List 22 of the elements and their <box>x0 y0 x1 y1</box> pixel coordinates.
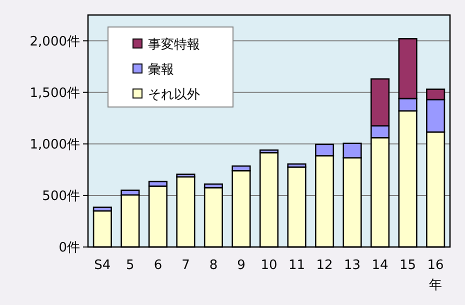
y-tick-label: 2,000件 <box>30 34 80 50</box>
x-tick-label: 16 <box>427 258 444 273</box>
x-tick-label: 7 <box>182 258 190 273</box>
x-tick-label: 11 <box>288 258 306 273</box>
y-tick-label: 0件 <box>58 240 80 256</box>
x-tick-label: 13 <box>344 258 361 273</box>
y-tick-label: 1,000件 <box>30 137 80 152</box>
legend-label: それ以外 <box>148 88 200 103</box>
x-tick-label: 14 <box>372 258 388 273</box>
x-tick-label: 5 <box>126 258 134 273</box>
x-tick-label: 8 <box>209 258 218 273</box>
x-tick-label: S4 <box>94 258 111 273</box>
x-tick-label: 15 <box>400 258 416 273</box>
y-tick-label: 1,500件 <box>30 86 80 101</box>
x-tick-label: 6 <box>154 258 162 273</box>
x-axis-title: 年 <box>429 278 442 293</box>
x-tick-label: 9 <box>237 258 246 273</box>
y-tick-label: 500件 <box>42 188 80 204</box>
legend-label: 彙報 <box>148 62 174 78</box>
x-tick-label: 12 <box>316 258 333 273</box>
x-tick-label: 10 <box>260 258 278 273</box>
legend-label: 事変特報 <box>148 36 200 53</box>
